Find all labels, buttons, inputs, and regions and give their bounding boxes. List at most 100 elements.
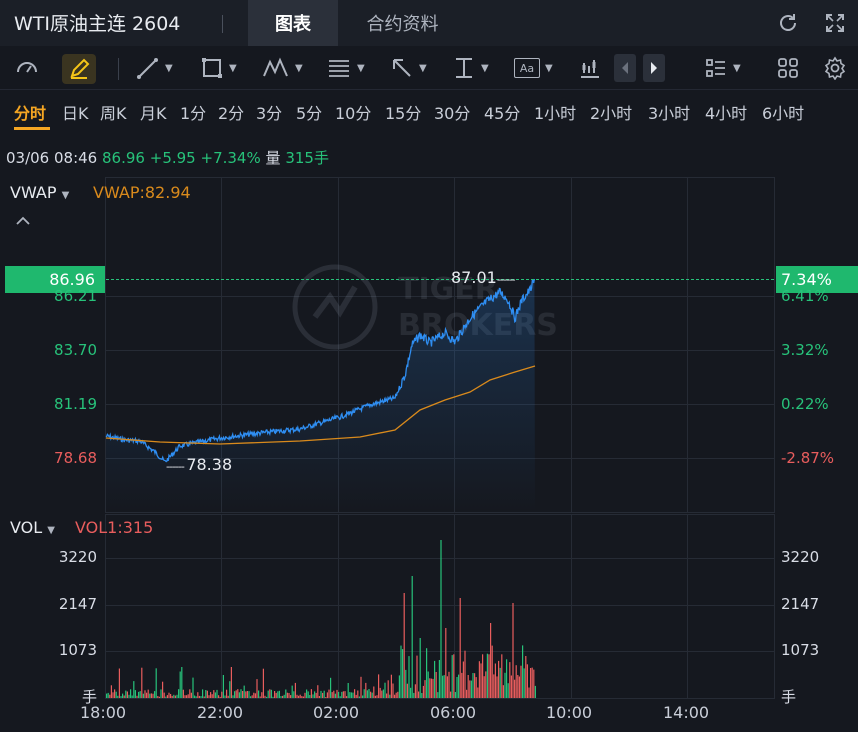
volume-bar — [117, 695, 119, 698]
period-4[interactable]: 1分 — [180, 104, 207, 123]
fullscreen-icon[interactable] — [822, 10, 848, 36]
volume-bar — [245, 691, 247, 698]
price-indicator-selector[interactable]: VWAP ▼ — [10, 183, 70, 202]
period-7[interactable]: 5分 — [296, 104, 323, 123]
volume-bar — [472, 673, 474, 698]
volume-bar — [445, 628, 447, 698]
volume-bar — [256, 679, 258, 698]
volume-bar — [125, 690, 127, 698]
volume-bar — [296, 694, 298, 698]
volume-bar — [390, 674, 392, 698]
volume-bar — [403, 593, 405, 698]
refresh-icon[interactable] — [775, 10, 801, 36]
volume-bar — [243, 685, 245, 698]
arrow-tool[interactable]: ▼ — [390, 54, 427, 82]
prev-icon — [622, 62, 628, 74]
period-15[interactable]: 4小时 — [705, 104, 748, 123]
volume-bar — [285, 689, 287, 698]
period-11[interactable]: 45分 — [484, 104, 521, 123]
vol-y-left-2: 2147 — [58, 595, 97, 613]
period-12[interactable]: 1小时 — [534, 104, 577, 123]
period-2[interactable]: 周K — [100, 104, 127, 123]
volume-bar — [163, 692, 165, 698]
period-9[interactable]: 15分 — [385, 104, 422, 123]
volume-bar — [326, 692, 328, 698]
period-6[interactable]: 3分 — [256, 104, 283, 123]
vol-y-right-1: 3220 — [781, 548, 820, 566]
volume-bar — [224, 695, 226, 698]
volume-bar — [246, 691, 248, 698]
volume-bar — [226, 689, 228, 698]
next-button[interactable] — [643, 54, 665, 82]
volume-bar — [142, 693, 144, 698]
vol-y-right-3: 1073 — [781, 641, 820, 659]
volume-bar — [293, 691, 295, 698]
volume-bar — [344, 691, 346, 698]
rectangle-icon — [202, 58, 222, 78]
volume-bar — [307, 691, 309, 698]
measure-tool[interactable]: ▼ — [452, 54, 489, 82]
volume-bar — [134, 690, 136, 698]
period-16[interactable]: 6小时 — [762, 104, 805, 123]
period-14[interactable]: 3小时 — [648, 104, 691, 123]
volume-bar — [493, 674, 495, 698]
volume-bar — [238, 692, 240, 698]
volume-bar — [250, 696, 252, 698]
grid-vline — [774, 177, 775, 512]
trendline-tool[interactable]: ▼ — [136, 54, 173, 82]
volume-bar — [174, 695, 176, 698]
volume-bar — [261, 692, 263, 698]
settings-icon[interactable] — [823, 54, 847, 82]
volume-bar — [170, 694, 172, 698]
volume-bar — [454, 692, 456, 698]
volume-bar — [498, 660, 500, 698]
layout-list-tool[interactable]: ▼ — [704, 54, 741, 82]
broker-watermark-logo — [290, 262, 380, 356]
volume-bar — [486, 653, 488, 698]
volume-bar — [440, 540, 442, 698]
volume-bar — [530, 668, 532, 698]
period-3[interactable]: 月K — [140, 104, 167, 123]
x-tick-3: 02:00 — [313, 703, 360, 722]
tab-contract-info[interactable]: 合约资料 — [366, 14, 439, 35]
period-1[interactable]: 日K — [62, 104, 89, 123]
prev-button[interactable] — [614, 54, 636, 82]
volume-bar — [366, 690, 368, 698]
volume-bar — [517, 675, 519, 698]
fibonacci-tool[interactable]: ▼ — [326, 54, 365, 82]
period-5[interactable]: 2分 — [218, 104, 245, 123]
pencil-icon — [70, 58, 90, 79]
volume-bar — [526, 664, 528, 698]
volume-bar — [213, 690, 215, 698]
volume-bar — [341, 691, 343, 698]
volume-bar — [490, 623, 492, 698]
gauge-icon[interactable] — [14, 54, 40, 82]
volume-bar — [371, 692, 373, 698]
volume-bar — [106, 693, 108, 698]
quote-change: +5.95 — [149, 149, 196, 167]
tab-chart[interactable]: 图表 — [248, 0, 338, 46]
volume-bar — [254, 693, 256, 698]
annotation-tool[interactable]: Aa ▼ — [514, 54, 553, 82]
volume-bar — [339, 696, 341, 698]
period-13[interactable]: 2小时 — [590, 104, 633, 123]
indicator-icon[interactable] — [578, 54, 602, 82]
grid-icon[interactable] — [776, 54, 800, 82]
collapse-chevron-icon[interactable] — [14, 212, 32, 231]
pattern-tool[interactable]: ▼ — [262, 54, 303, 82]
volume-indicator-selector[interactable]: VOL ▼ — [10, 518, 55, 537]
pencil-button[interactable] — [62, 54, 96, 84]
volume-bar — [286, 692, 288, 698]
period-0[interactable]: 分时 — [14, 104, 47, 123]
rectangle-tool[interactable]: ▼ — [200, 54, 237, 82]
volume-bar — [443, 675, 445, 698]
volume-bar — [280, 696, 282, 698]
volume-bar — [216, 689, 218, 698]
period-8[interactable]: 10分 — [335, 104, 372, 123]
volume-bar — [229, 681, 231, 698]
volume-bar — [210, 692, 212, 698]
price-line — [105, 278, 536, 463]
volume-bar — [248, 691, 250, 698]
period-10[interactable]: 30分 — [434, 104, 471, 123]
grid-hline — [105, 605, 775, 606]
